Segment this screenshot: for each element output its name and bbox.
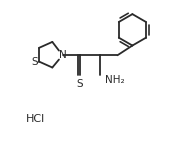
Text: N: N <box>59 50 66 60</box>
Text: NH₂: NH₂ <box>105 75 125 85</box>
Text: HCl: HCl <box>26 114 45 124</box>
Text: S: S <box>76 78 83 89</box>
Text: S: S <box>32 57 38 67</box>
